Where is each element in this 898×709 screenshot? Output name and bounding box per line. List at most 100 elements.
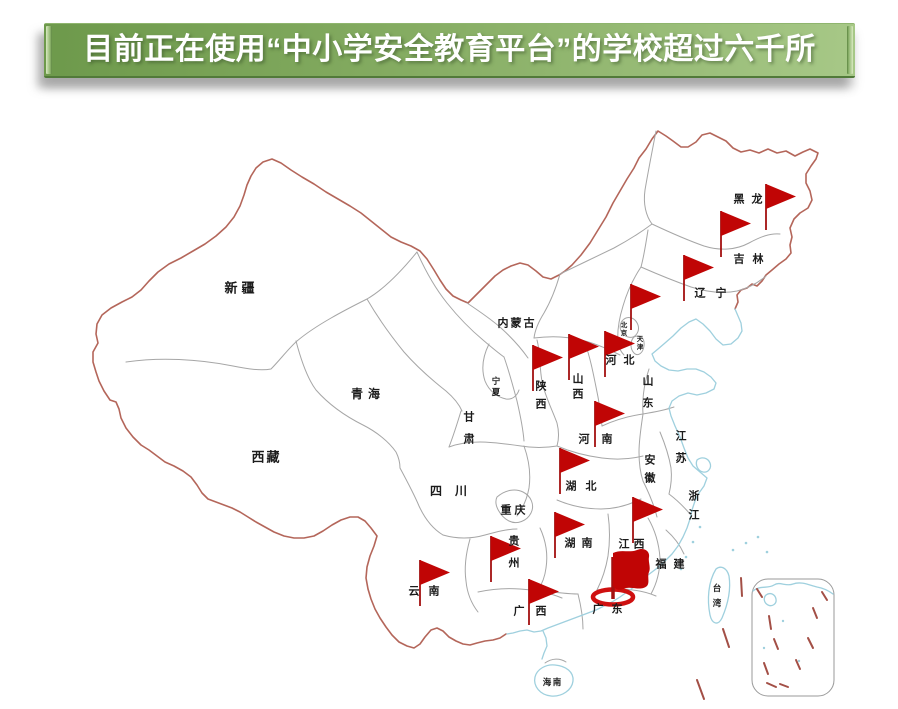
svg-text:蒙: 蒙 [511,316,522,330]
flag-marker [554,512,585,558]
svg-text:四: 四 [430,484,442,498]
province-label: 青海 [351,386,380,401]
svg-text:青: 青 [351,386,363,401]
province-label: 福建 [655,557,686,571]
national-border [92,130,819,649]
coastline [506,308,769,697]
svg-text:湖: 湖 [565,536,576,550]
province-label: 浙江 [689,489,700,522]
title-banner: 目前正在使用“中小学安全教育平台”的学校超过六千所 [44,23,855,78]
svg-text:川: 川 [454,484,467,498]
svg-text:疆: 疆 [241,282,254,297]
svg-text:吉: 吉 [734,252,745,266]
svg-text:内: 内 [498,316,509,330]
flags-layer [419,184,796,625]
svg-text:广: 广 [514,604,525,618]
svg-text:浙: 浙 [689,489,700,503]
province-label: 江西 [619,537,645,551]
svg-text:徽: 徽 [644,471,657,485]
svg-text:湖: 湖 [566,479,577,493]
province-label: 新疆 [224,281,254,297]
province-label: 云南 [409,584,440,598]
svg-text:西: 西 [573,388,584,401]
province-label: 河南 [579,432,613,446]
svg-text:海: 海 [368,386,380,401]
svg-text:南: 南 [582,536,593,550]
svg-text:龙: 龙 [751,192,763,206]
flag-marker [532,345,563,391]
nine-dash-line [696,577,828,700]
sea-inset [696,577,835,700]
province-label: 山西 [573,372,584,401]
svg-text:辽: 辽 [695,287,707,300]
svg-text:山: 山 [573,372,584,386]
svg-text:北: 北 [586,479,597,493]
svg-text:河: 河 [579,432,590,446]
flag-marker [720,211,751,257]
province-label: 四川 [430,484,467,498]
inset-coastline [752,582,834,663]
svg-text:新: 新 [224,281,237,297]
svg-text:西: 西 [251,451,264,466]
province-label: 甘肃 [464,410,475,446]
svg-text:黑: 黑 [734,193,745,206]
svg-text:天: 天 [637,335,644,343]
svg-text:津: 津 [637,342,644,351]
svg-text:建: 建 [674,557,686,571]
province-label: 黑龙 [734,192,763,206]
svg-text:湾: 湾 [713,598,722,609]
svg-text:海: 海 [543,677,552,688]
labels-layer: 新疆西 藏青 海内蒙古甘肃宁夏陕西山西河 北山东河南江苏安徽浙江湖 北四 川重 庆贵州湖南江… [224,192,763,689]
banner-left-bevel [46,26,52,74]
svg-text:江: 江 [619,537,630,551]
province-label: 海南 [543,677,562,688]
svg-text:北: 北 [624,353,635,367]
svg-text:江: 江 [676,429,687,443]
svg-text:宁: 宁 [716,286,727,300]
province-label: 北京 [621,320,628,337]
svg-text:庆: 庆 [514,503,526,517]
svg-text:东: 东 [643,396,654,410]
svg-text:甘: 甘 [464,410,475,424]
svg-text:河: 河 [606,353,617,367]
province-label: 重庆 [501,503,526,517]
province-label: 江苏 [676,429,687,465]
province-label: 陕西 [536,379,547,411]
svg-text:古: 古 [524,316,535,330]
svg-text:北: 北 [621,320,628,329]
svg-text:苏: 苏 [676,451,687,465]
province-label: 辽宁 [695,286,727,300]
province-label: 贵州 [508,534,520,570]
flag-marker [568,334,599,380]
svg-text:东: 东 [612,602,623,616]
svg-text:陕: 陕 [536,379,547,393]
svg-text:云: 云 [409,585,420,598]
svg-text:夏: 夏 [491,388,501,398]
flag-marker [528,579,559,625]
flag-marker [604,331,635,377]
svg-text:藏: 藏 [266,450,279,466]
svg-text:广: 广 [593,602,604,616]
svg-text:重: 重 [501,503,512,517]
banner-right-bevel [847,26,853,74]
svg-text:贵: 贵 [509,534,520,548]
province-label: 河北 [606,353,635,367]
svg-text:台: 台 [713,583,722,594]
province-label: 天津 [637,335,644,351]
flag-marker [490,536,521,582]
svg-text:西: 西 [536,398,547,411]
svg-text:林: 林 [753,252,764,266]
svg-text:南: 南 [429,584,440,598]
province-label: 西藏 [251,450,279,466]
flag-marker [630,284,661,330]
flag-marker [559,448,590,494]
svg-text:安: 安 [645,453,656,467]
svg-text:山: 山 [643,374,654,388]
flag-marker [683,255,714,301]
banner-title: 目前正在使用“中小学安全教育平台”的学校超过六千所 [83,33,816,66]
province-label: 内蒙古 [498,316,535,330]
svg-text:西: 西 [536,605,547,618]
flag-marker [765,184,796,230]
svg-text:西: 西 [634,538,645,551]
